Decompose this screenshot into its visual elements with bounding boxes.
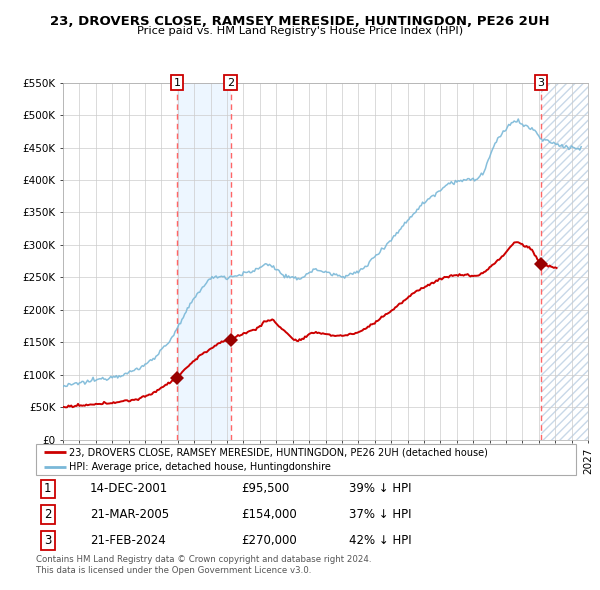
- Text: 23, DROVERS CLOSE, RAMSEY MERESIDE, HUNTINGDON, PE26 2UH (detached house): 23, DROVERS CLOSE, RAMSEY MERESIDE, HUNT…: [70, 447, 488, 457]
- Text: 2: 2: [44, 508, 52, 522]
- Text: HPI: Average price, detached house, Huntingdonshire: HPI: Average price, detached house, Hunt…: [70, 462, 331, 472]
- Text: 3: 3: [538, 78, 544, 87]
- Text: 1: 1: [44, 483, 52, 496]
- Text: £154,000: £154,000: [241, 508, 297, 522]
- FancyBboxPatch shape: [36, 444, 576, 475]
- Text: 23, DROVERS CLOSE, RAMSEY MERESIDE, HUNTINGDON, PE26 2UH: 23, DROVERS CLOSE, RAMSEY MERESIDE, HUNT…: [50, 15, 550, 28]
- Text: £95,500: £95,500: [241, 483, 289, 496]
- Text: 21-FEB-2024: 21-FEB-2024: [90, 534, 166, 547]
- Text: 42% ↓ HPI: 42% ↓ HPI: [349, 534, 412, 547]
- Bar: [177, 83, 230, 440]
- Text: Contains HM Land Registry data © Crown copyright and database right 2024.
This d: Contains HM Land Registry data © Crown c…: [36, 555, 371, 575]
- Text: 1: 1: [173, 78, 181, 87]
- Text: 2: 2: [227, 78, 234, 87]
- Text: 21-MAR-2005: 21-MAR-2005: [90, 508, 169, 522]
- Text: 37% ↓ HPI: 37% ↓ HPI: [349, 508, 412, 522]
- Text: 14-DEC-2001: 14-DEC-2001: [90, 483, 168, 496]
- Text: 39% ↓ HPI: 39% ↓ HPI: [349, 483, 412, 496]
- Bar: [541, 83, 588, 440]
- Text: £270,000: £270,000: [241, 534, 297, 547]
- Text: Price paid vs. HM Land Registry's House Price Index (HPI): Price paid vs. HM Land Registry's House …: [137, 26, 463, 36]
- Text: 3: 3: [44, 534, 52, 547]
